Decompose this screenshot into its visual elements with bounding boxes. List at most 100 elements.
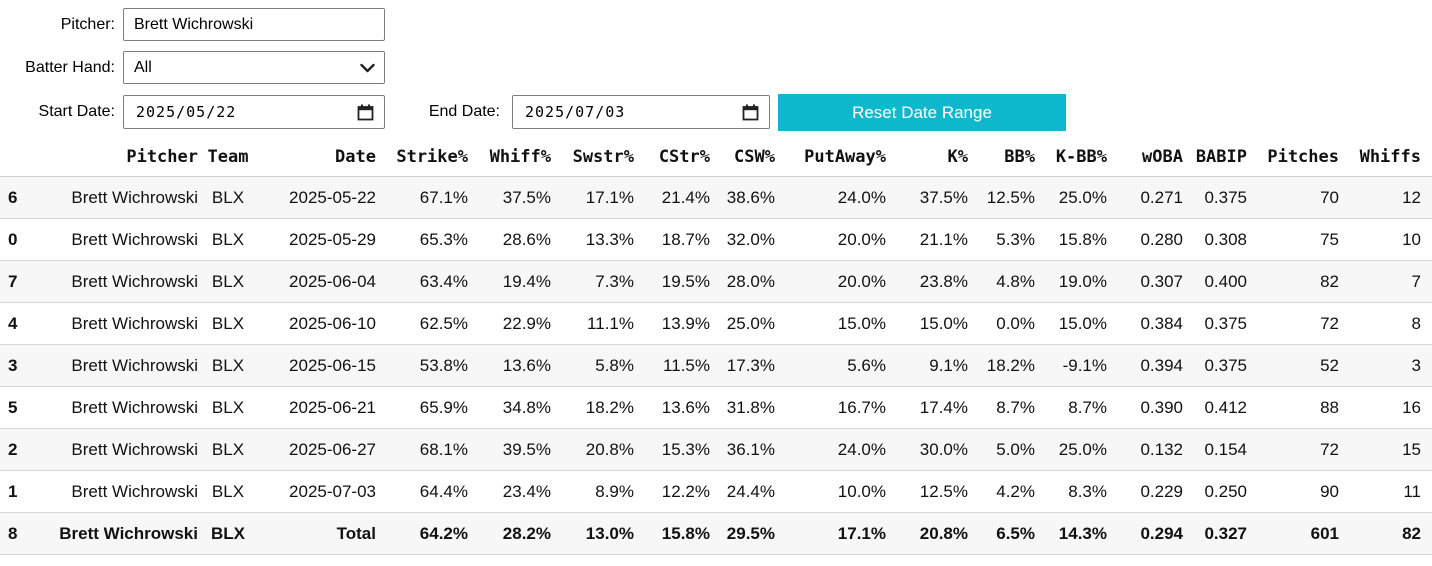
cell-pitches: 75: [1247, 218, 1339, 261]
cell-pitches: 72: [1247, 428, 1339, 471]
cell-babip: 0.154: [1183, 428, 1247, 471]
cell-whiff-pct: 13.6%: [468, 344, 551, 387]
cell-swstr-pct: 18.2%: [551, 386, 634, 429]
cell-whiffs: 7: [1339, 260, 1432, 303]
cell-pitches: 52: [1247, 344, 1339, 387]
cell-team: BLX: [198, 260, 258, 303]
cell-putaway-pct: 20.0%: [775, 260, 886, 303]
cell-csw-pct: 36.1%: [710, 428, 775, 471]
cell-bb-pct: 5.0%: [968, 428, 1035, 471]
cell-pitches: 72: [1247, 302, 1339, 345]
cell-bb-pct: 4.8%: [968, 260, 1035, 303]
cell-k-pct: 17.4%: [886, 386, 968, 429]
cell-woba: 0.307: [1107, 260, 1183, 303]
cell-strike-pct: 62.5%: [376, 302, 468, 345]
pitcher-label: Pitcher:: [60, 16, 115, 33]
cell-strike-pct: 68.1%: [376, 428, 468, 471]
filter-form: Pitcher: Batter Hand: All Start Date: 20…: [0, 0, 1432, 133]
calendar-icon[interactable]: [357, 104, 374, 121]
cell-putaway-pct: 15.0%: [775, 302, 886, 345]
cell-cstr-pct: 13.6%: [634, 386, 710, 429]
cell-bb-pct: 5.3%: [968, 218, 1035, 261]
cell-swstr-pct: 17.1%: [551, 176, 634, 219]
cell-k-bb-pct: 25.0%: [1035, 428, 1107, 471]
cell-whiff-pct: 19.4%: [468, 260, 551, 303]
pitcher-input[interactable]: [123, 8, 385, 41]
pitcher-stats-table: Pitcher Team Date Strike% Whiff% Swstr% …: [0, 139, 1432, 555]
start-date-value: 2025/05/22: [136, 103, 237, 121]
cell-babip: 0.327: [1183, 512, 1247, 555]
batter-hand-selected-value: All: [134, 58, 152, 76]
cell-pitcher: Brett Wichrowski: [30, 344, 198, 387]
start-date-input[interactable]: 2025/05/22: [123, 95, 385, 129]
cell-csw-pct: 38.6%: [710, 176, 775, 219]
cell-bb-pct: 18.2%: [968, 344, 1035, 387]
cell-pitcher: Brett Wichrowski: [30, 386, 198, 429]
cell-csw-pct: 29.5%: [710, 512, 775, 555]
cell-bb-pct: 0.0%: [968, 302, 1035, 345]
cell-pitcher: Brett Wichrowski: [30, 428, 198, 471]
table-body: 6 Brett Wichrowski BLX 2025-05-22 67.1% …: [0, 176, 1432, 555]
cell-pitches: 70: [1247, 176, 1339, 219]
cell-k-bb-pct: 8.3%: [1035, 470, 1107, 513]
cell-putaway-pct: 5.6%: [775, 344, 886, 387]
cell-index: 2: [0, 428, 30, 471]
start-date-label: Start Date:: [38, 103, 115, 120]
cell-putaway-pct: 10.0%: [775, 470, 886, 513]
cell-k-bb-pct: 15.0%: [1035, 302, 1107, 345]
reset-date-range-button[interactable]: Reset Date Range: [778, 94, 1066, 131]
cell-strike-pct: 65.9%: [376, 386, 468, 429]
cell-bb-pct: 4.2%: [968, 470, 1035, 513]
cell-babip: 0.375: [1183, 344, 1247, 387]
cell-k-pct: 30.0%: [886, 428, 968, 471]
table-row: 0 Brett Wichrowski BLX 2025-05-29 65.3% …: [0, 218, 1432, 261]
cell-k-bb-pct: 14.3%: [1035, 512, 1107, 555]
cell-date: 2025-06-04: [258, 260, 376, 303]
cell-k-pct: 23.8%: [886, 260, 968, 303]
cell-putaway-pct: 24.0%: [775, 176, 886, 219]
cell-index: 4: [0, 302, 30, 345]
calendar-icon[interactable]: [742, 104, 759, 121]
header-woba: wOBA: [1107, 139, 1183, 177]
cell-team: BLX: [198, 176, 258, 219]
cell-swstr-pct: 11.1%: [551, 302, 634, 345]
cell-csw-pct: 32.0%: [710, 218, 775, 261]
cell-swstr-pct: 13.3%: [551, 218, 634, 261]
cell-date: 2025-06-27: [258, 428, 376, 471]
cell-k-pct: 9.1%: [886, 344, 968, 387]
cell-babip: 0.375: [1183, 302, 1247, 345]
table-row: 1 Brett Wichrowski BLX 2025-07-03 64.4% …: [0, 470, 1432, 513]
cell-cstr-pct: 15.8%: [634, 512, 710, 555]
table-row: 4 Brett Wichrowski BLX 2025-06-10 62.5% …: [0, 302, 1432, 345]
cell-whiff-pct: 39.5%: [468, 428, 551, 471]
cell-babip: 0.375: [1183, 176, 1247, 219]
header-index: [0, 139, 30, 177]
cell-date: 2025-06-15: [258, 344, 376, 387]
cell-putaway-pct: 20.0%: [775, 218, 886, 261]
cell-whiff-pct: 22.9%: [468, 302, 551, 345]
cell-team: BLX: [198, 344, 258, 387]
header-pitcher: Pitcher: [30, 139, 198, 177]
cell-team: BLX: [198, 470, 258, 513]
cell-date: 2025-05-22: [258, 176, 376, 219]
cell-whiff-pct: 23.4%: [468, 470, 551, 513]
table-header-row: Pitcher Team Date Strike% Whiff% Swstr% …: [0, 139, 1432, 177]
cell-putaway-pct: 17.1%: [775, 512, 886, 555]
cell-woba: 0.384: [1107, 302, 1183, 345]
end-date-input[interactable]: 2025/07/03: [512, 95, 770, 129]
cell-babip: 0.400: [1183, 260, 1247, 303]
cell-whiffs: 8: [1339, 302, 1432, 345]
cell-csw-pct: 24.4%: [710, 470, 775, 513]
batter-hand-select[interactable]: All: [123, 51, 385, 84]
header-date: Date: [258, 139, 376, 177]
chevron-down-icon: [360, 63, 375, 73]
cell-bb-pct: 12.5%: [968, 176, 1035, 219]
cell-swstr-pct: 13.0%: [551, 512, 634, 555]
header-putaway-pct: PutAway%: [775, 139, 886, 177]
cell-whiffs: 16: [1339, 386, 1432, 429]
batter-hand-label: Batter Hand:: [25, 59, 115, 76]
cell-babip: 0.250: [1183, 470, 1247, 513]
cell-index: 3: [0, 344, 30, 387]
cell-swstr-pct: 20.8%: [551, 428, 634, 471]
cell-cstr-pct: 15.3%: [634, 428, 710, 471]
